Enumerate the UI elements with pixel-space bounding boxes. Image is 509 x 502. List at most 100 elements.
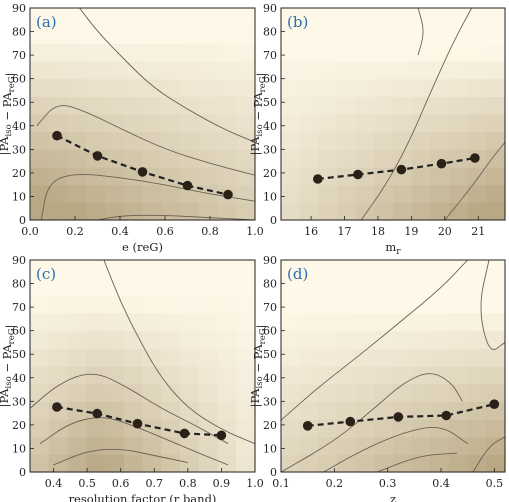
- density-cell: [30, 202, 50, 221]
- density-cell: [449, 114, 469, 133]
- density-cell: [217, 61, 237, 80]
- density-cell: [281, 383, 301, 402]
- density-cell: [161, 436, 181, 455]
- density-cell: [355, 436, 375, 455]
- density-cell: [86, 260, 106, 279]
- density-cell: [486, 78, 506, 97]
- x-tick-label: 0.8: [201, 225, 219, 238]
- density-cell: [430, 131, 450, 150]
- x-tick-label: 0.5: [78, 477, 96, 490]
- density-cell: [161, 313, 181, 332]
- density-cell: [30, 43, 50, 62]
- density-cell: [30, 114, 50, 133]
- density-cell: [467, 8, 487, 27]
- density-cell: [86, 184, 106, 203]
- density-cell: [355, 366, 375, 385]
- density-cell: [86, 96, 106, 115]
- density-cell: [449, 149, 469, 168]
- density-cell: [318, 330, 338, 349]
- data-point: [137, 167, 148, 177]
- density-cell: [86, 202, 106, 221]
- contour-line: [39, 417, 229, 466]
- data-point: [302, 421, 313, 431]
- density-cell: [105, 61, 125, 80]
- density-cell: [393, 131, 413, 150]
- density-cell: [30, 61, 50, 80]
- density-background: [30, 260, 256, 473]
- density-cell: [449, 348, 469, 367]
- density-cell: [430, 348, 450, 367]
- density-cell: [299, 260, 319, 279]
- density-cell: [180, 401, 200, 420]
- y-tick-label: 90: [263, 2, 277, 15]
- data-point: [52, 402, 62, 412]
- y-tick-label: 60: [263, 325, 277, 338]
- y-tick-label: 50: [263, 348, 277, 361]
- density-cell: [180, 454, 200, 473]
- data-point: [396, 164, 407, 175]
- density-cell: [236, 43, 256, 62]
- contour-line: [53, 448, 188, 466]
- density-cell: [105, 366, 125, 385]
- y-tick-label: 0: [270, 466, 277, 479]
- y-tick-label: 80: [12, 26, 26, 39]
- density-cell: [67, 366, 87, 385]
- density-cell: [337, 348, 357, 367]
- y-tick-label: 20: [12, 419, 26, 432]
- density-cell: [411, 313, 431, 332]
- density-cell: [236, 167, 256, 186]
- density-cell: [430, 260, 450, 279]
- density-cell: [337, 96, 357, 115]
- density-cell: [48, 167, 69, 186]
- density-cell: [393, 295, 413, 314]
- x-axis-label: mr: [385, 240, 401, 257]
- y-tick-label: 60: [12, 73, 26, 86]
- density-cell: [374, 8, 394, 27]
- density-cell: [318, 260, 338, 279]
- density-cell: [123, 61, 144, 80]
- density-cell: [337, 202, 357, 221]
- density-cell: [355, 61, 375, 80]
- x-tick-label: 0.2: [326, 477, 344, 490]
- density-cell: [236, 202, 256, 221]
- density-cell: [86, 348, 106, 367]
- density-cell: [393, 96, 413, 115]
- data-point: [436, 158, 447, 169]
- density-cell: [411, 149, 431, 168]
- density-cell: [236, 61, 256, 80]
- density-cell: [198, 348, 219, 367]
- density-cell: [217, 96, 237, 115]
- density-cell: [123, 78, 144, 97]
- density-cell: [337, 330, 357, 349]
- density-cell: [337, 114, 357, 133]
- density-cell: [48, 8, 69, 27]
- y-tick-label: 90: [263, 254, 277, 267]
- y-tick-label: 70: [12, 49, 26, 62]
- density-cell: [281, 436, 301, 455]
- density-cell: [123, 401, 144, 420]
- density-cell: [161, 131, 181, 150]
- density-cell: [217, 348, 237, 367]
- density-cell: [142, 61, 162, 80]
- density-cell: [374, 114, 394, 133]
- density-cell: [411, 61, 431, 80]
- density-cell: [281, 8, 301, 27]
- y-tick-label: 90: [12, 254, 26, 267]
- density-cell: [467, 96, 487, 115]
- density-cell: [48, 419, 69, 438]
- density-cell: [337, 277, 357, 296]
- density-cell: [48, 348, 69, 367]
- data-point: [52, 130, 62, 141]
- density-cell: [486, 61, 506, 80]
- data-point: [182, 180, 193, 191]
- x-axis-label: z: [390, 492, 396, 502]
- density-cell: [161, 8, 181, 27]
- density-cell: [86, 131, 106, 150]
- density-cell: [161, 202, 181, 221]
- density-cell: [411, 202, 431, 221]
- density-cell: [67, 78, 87, 97]
- density-cell: [430, 277, 450, 296]
- x-tick-label: 0.4: [432, 477, 450, 490]
- density-cell: [393, 149, 413, 168]
